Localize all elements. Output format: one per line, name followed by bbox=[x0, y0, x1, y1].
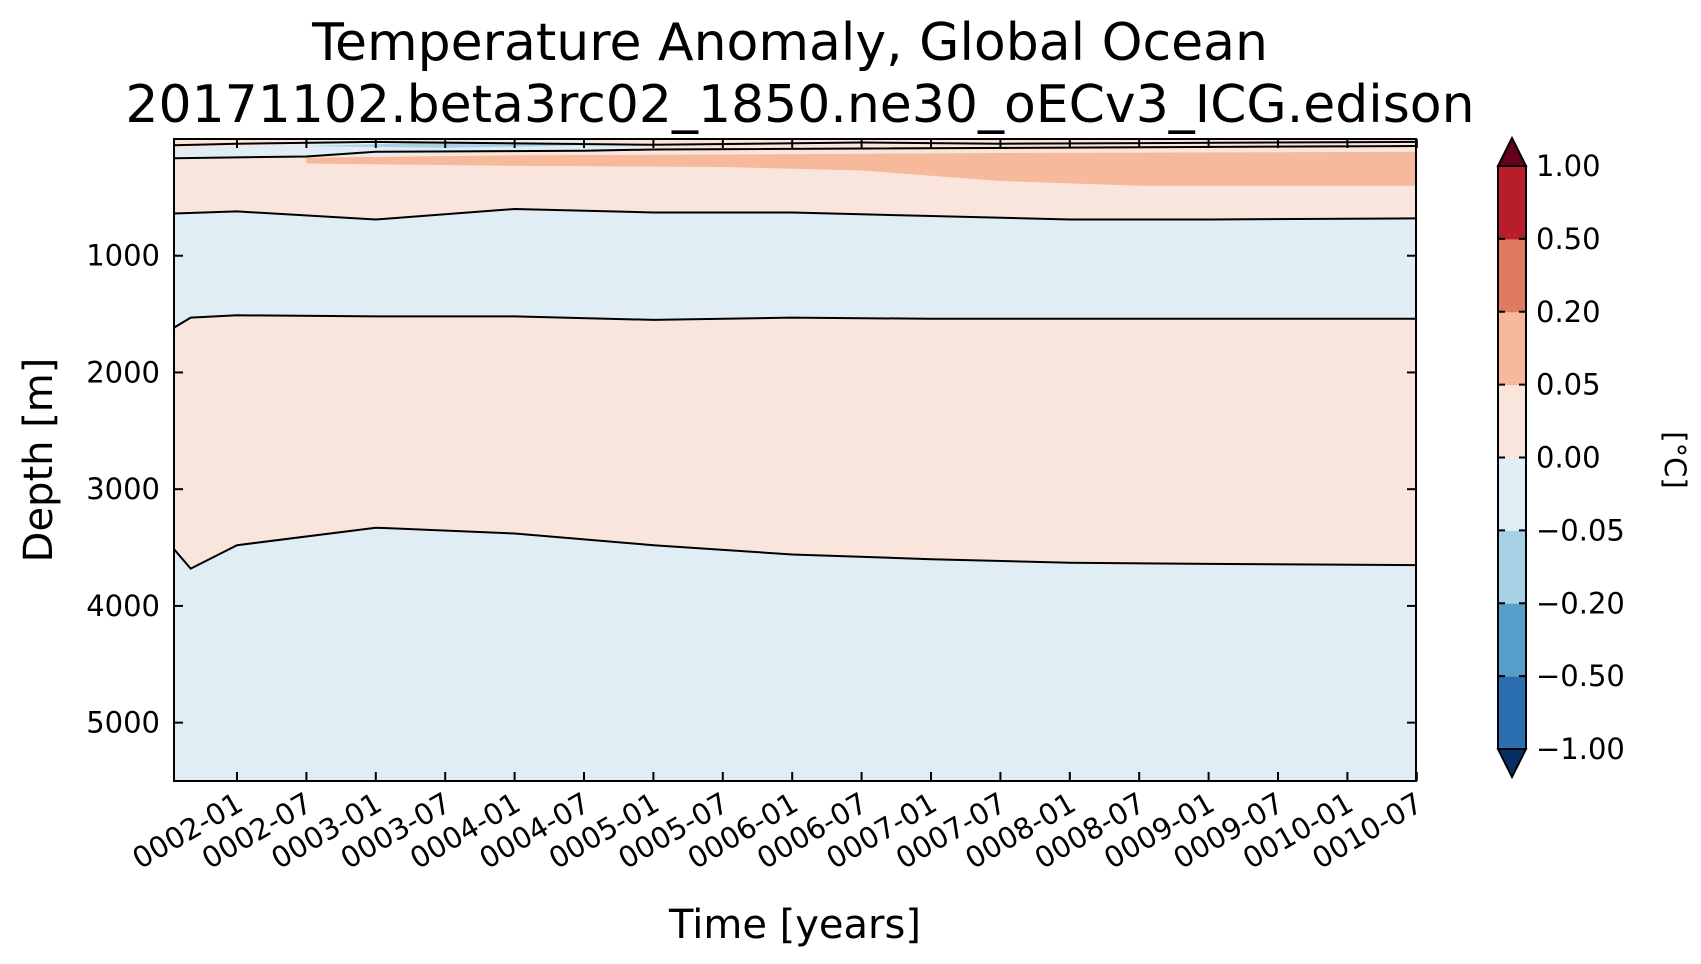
colorbar-band bbox=[1498, 530, 1526, 604]
y-tick-label: 4000 bbox=[86, 589, 160, 623]
colorbar-over-extension bbox=[1496, 135, 1528, 167]
y-tick-label: 5000 bbox=[86, 706, 160, 740]
plot-area bbox=[174, 139, 1416, 781]
colorbar-tick-label: 0.50 bbox=[1536, 222, 1601, 256]
colorbar-tick-label: 0.00 bbox=[1536, 441, 1601, 475]
colorbar-tick-label: 0.20 bbox=[1536, 295, 1601, 329]
y-tick-label: 3000 bbox=[86, 472, 160, 506]
x-axis-label: Time [years] bbox=[668, 902, 921, 948]
colorbar-tick-label: −1.00 bbox=[1536, 732, 1625, 766]
colorbar-tick-label: −0.50 bbox=[1536, 659, 1625, 693]
colorbar-band bbox=[1498, 166, 1526, 240]
colorbar-band bbox=[1498, 457, 1526, 531]
colorbar-band bbox=[1498, 384, 1526, 458]
colorbar-tick-label: 0.05 bbox=[1536, 368, 1601, 402]
colorbar-tick-label: −0.20 bbox=[1536, 586, 1625, 620]
colorbar-tick-label: −0.05 bbox=[1536, 513, 1625, 547]
chart-subtitle: 20171102.beta3rc02_1850.ne30_oECv3_ICG.e… bbox=[125, 75, 1474, 135]
chart-title: Temperature Anomaly, Global Ocean bbox=[311, 13, 1268, 73]
colorbar-band bbox=[1498, 603, 1526, 677]
colorbar-band bbox=[1498, 238, 1526, 313]
zero-contour-upper bbox=[174, 207, 1416, 221]
anomaly-regions bbox=[174, 139, 1416, 781]
region-warm-layer bbox=[306, 151, 1416, 186]
y-axis-label: Depth [m] bbox=[16, 358, 62, 563]
colorbar-band bbox=[1498, 676, 1526, 750]
surface-contour-1 bbox=[174, 145, 1416, 160]
y-axis-ticks: 1000 2000 3000 4000 5000 bbox=[86, 239, 1416, 740]
colorbar: −1.00 −0.50 −0.20 −0.05 0.00 0.05 0.20 0.50 1.00 bbox=[1496, 135, 1625, 780]
y-tick-label: 1000 bbox=[86, 239, 160, 273]
colorbar-tick-label: 1.00 bbox=[1536, 149, 1601, 183]
y-tick-label: 2000 bbox=[86, 355, 160, 389]
colorbar-under-extension bbox=[1496, 748, 1528, 780]
zero-contour-deep bbox=[174, 526, 1416, 570]
plot-frame bbox=[173, 138, 1417, 782]
colorbar-band bbox=[1498, 311, 1526, 386]
colorbar-label: [°C] bbox=[1658, 431, 1692, 488]
zero-contour-middle bbox=[174, 314, 1416, 329]
